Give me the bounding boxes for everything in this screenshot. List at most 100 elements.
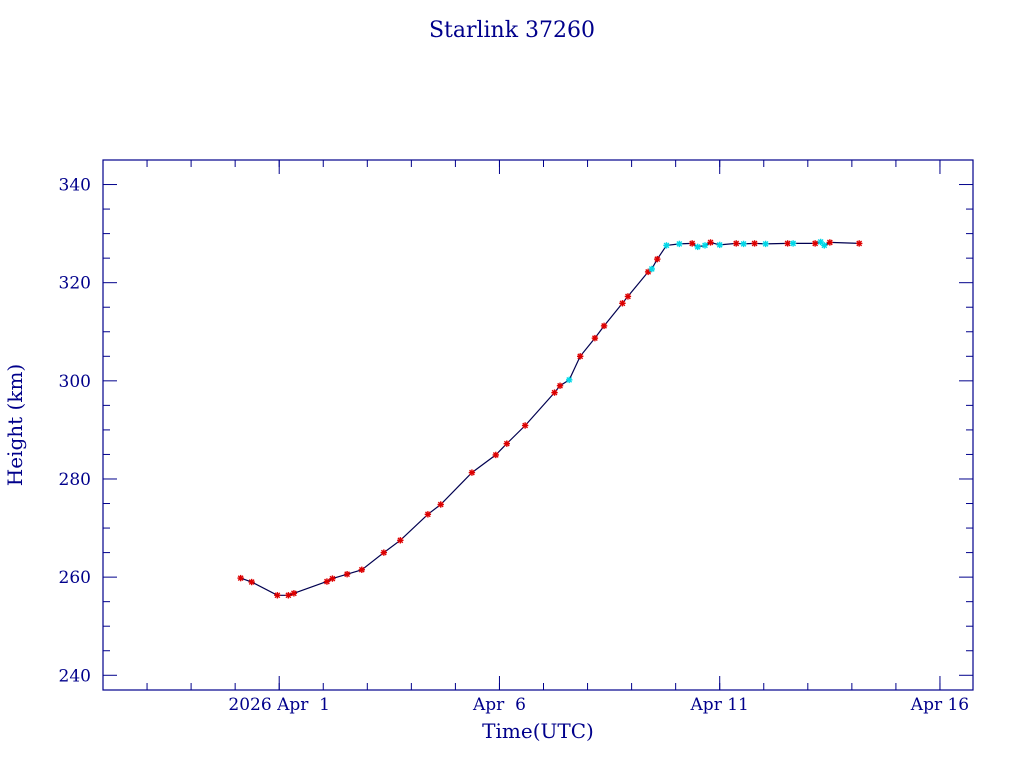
star-stroke (324, 578, 330, 585)
cyan-star-point (716, 241, 723, 249)
star-stroke (237, 575, 244, 582)
red-star-point (624, 293, 632, 300)
red-star-point (551, 389, 558, 396)
star-stroke (469, 469, 475, 476)
chart-title: Starlink 37260 (429, 18, 595, 43)
y-tick-label: 320 (59, 274, 91, 294)
star-stroke (716, 242, 723, 248)
red-star-point (856, 240, 863, 247)
star-stroke (784, 240, 791, 247)
star-stroke (285, 592, 292, 599)
cyan-star-point (676, 240, 683, 248)
red-star-point (397, 537, 404, 544)
star-stroke (733, 240, 740, 247)
star-stroke (694, 243, 701, 250)
y-tick-label: 260 (59, 568, 91, 588)
cyan-star-point (821, 242, 828, 249)
star-stroke (566, 376, 573, 383)
star-stroke (601, 322, 607, 329)
star-stroke (592, 335, 598, 342)
cyan-star-point (762, 240, 769, 248)
star-stroke (689, 240, 696, 247)
red-star-point (619, 300, 626, 307)
red-star-point (358, 566, 365, 573)
star-stroke (812, 240, 819, 247)
marker-layer (237, 238, 863, 599)
star-stroke (702, 242, 708, 249)
star-stroke (821, 242, 828, 249)
cyan-star-point (694, 243, 701, 251)
red-star-point (521, 422, 529, 429)
red-star-point (751, 240, 758, 247)
star-stroke (380, 549, 387, 556)
star-stroke (329, 575, 336, 582)
cyan-star-point (701, 242, 709, 249)
star-stroke (654, 256, 661, 263)
star-stroke (397, 537, 404, 544)
red-star-point (556, 382, 564, 389)
star-stroke (625, 293, 631, 300)
cyan-star-point (663, 242, 670, 249)
plot-frame (102, 159, 974, 691)
star-stroke (663, 242, 670, 249)
star-stroke (551, 389, 558, 396)
red-star-point (237, 574, 244, 582)
star-stroke (358, 566, 365, 573)
red-star-point (826, 239, 834, 246)
red-star-point (591, 334, 599, 342)
star-stroke (522, 422, 529, 429)
y-tick-label: 340 (59, 176, 91, 196)
star-stroke (437, 501, 444, 508)
star-stroke (817, 239, 824, 245)
cyan-star-point (789, 240, 797, 247)
red-star-point (248, 578, 255, 586)
x-tick-label: Apr 11 (690, 695, 749, 715)
tick-labels: 240 260 280 300 320 340 2026 Apr 1 Apr 6 Apr 11 A… (59, 176, 970, 715)
red-star-point (811, 240, 819, 247)
cyan-star-point (740, 240, 747, 248)
red-star-point (343, 570, 351, 578)
red-star-point (323, 578, 331, 585)
star-stroke (290, 590, 297, 597)
star-stroke (577, 353, 584, 360)
red-star-point (274, 592, 281, 599)
red-star-point (329, 575, 336, 582)
star-stroke (790, 240, 797, 247)
y-tick-label: 240 (59, 666, 91, 686)
red-star-point (437, 501, 444, 508)
star-stroke (707, 239, 714, 246)
y-axis-label: Height (km) (3, 364, 27, 486)
y-tick-label: 280 (59, 470, 91, 490)
red-star-point (733, 240, 740, 247)
star-stroke (751, 240, 758, 247)
star-stroke (492, 452, 499, 458)
red-star-point (654, 255, 661, 263)
cyan-star-point (566, 376, 573, 384)
red-star-point (688, 240, 696, 247)
red-star-point (468, 469, 476, 476)
star-stroke (762, 241, 769, 247)
star-stroke (503, 440, 510, 447)
star-stroke (648, 266, 655, 272)
star-stroke (248, 579, 255, 585)
series-line-layer (240, 241, 860, 596)
red-star-point (492, 451, 499, 459)
red-star-point (503, 440, 510, 447)
red-star-point (784, 240, 791, 247)
star-stroke (557, 382, 563, 389)
star-stroke (619, 300, 626, 307)
star-stroke (676, 241, 683, 247)
x-axis-label: Time(UTC) (482, 719, 594, 743)
star-stroke (424, 511, 431, 518)
star-stroke (274, 592, 281, 599)
red-star-point (424, 511, 432, 518)
star-stroke (856, 240, 863, 247)
x-tick-label: Apr 16 (910, 695, 969, 715)
x-tick-label: Apr 6 (472, 695, 526, 715)
axes-ticks (103, 159, 973, 690)
red-star-point (285, 592, 292, 599)
x-tick-label: 2026 Apr 1 (228, 695, 330, 715)
height-line (240, 241, 860, 596)
